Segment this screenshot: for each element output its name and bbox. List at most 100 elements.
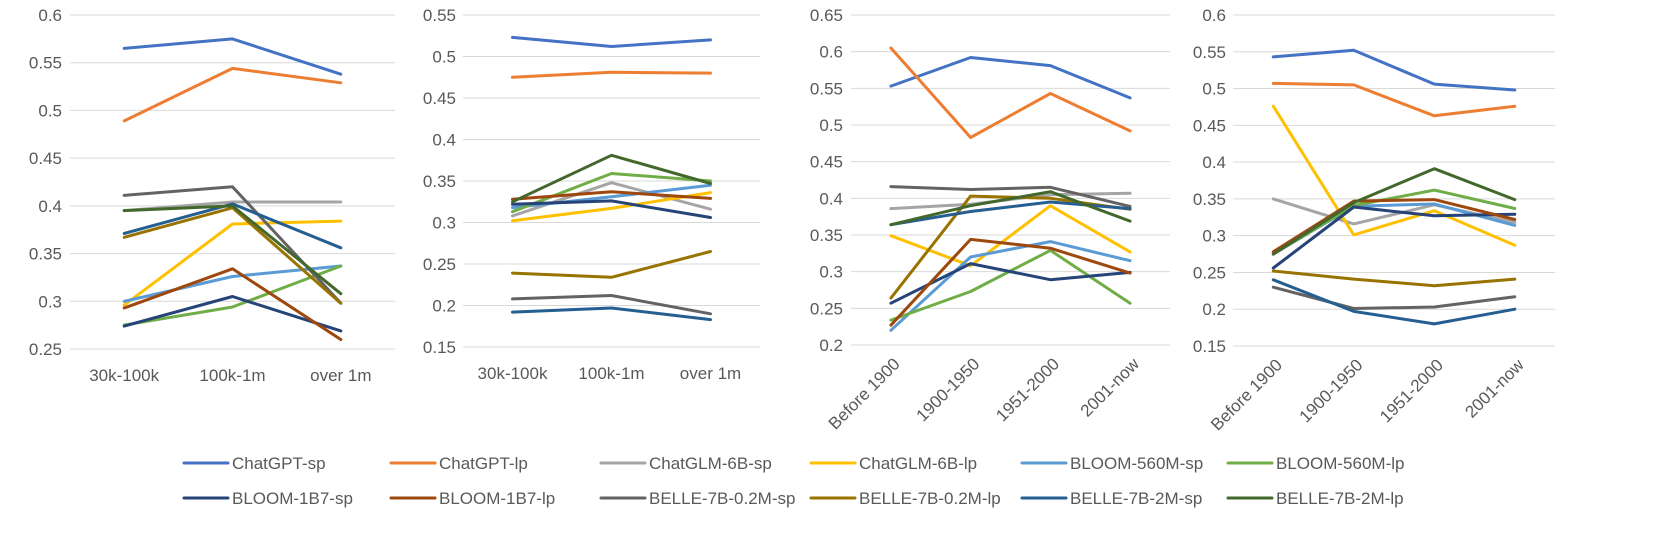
y-tick-label: 0.45 <box>29 149 62 168</box>
series-line-bloom-1b7-lp <box>1271 198 1517 254</box>
x-tick-label: 1900-1950 <box>913 354 984 425</box>
y-tick-label: 0.6 <box>38 6 62 25</box>
y-tick-label: 0.35 <box>423 172 456 191</box>
y-tick-label: 0.4 <box>819 189 843 208</box>
chart-panel-4: 0.15 0.2 0.25 0.3 0.35 0.4 0.45 0.5 0.55 0.6 Befor… <box>1193 6 1555 434</box>
series-line-belle-7b-2m-lp <box>889 190 1132 227</box>
legend-label: ChatGLM-6B-sp <box>649 454 772 473</box>
x-tick-label: 30k-100k <box>89 366 159 385</box>
y-tick-label: 0.55 <box>29 54 62 73</box>
legend-label: BELLE-7B-0.2M-lp <box>859 489 1001 508</box>
series-line-belle-7b-0.2m-sp <box>889 185 1132 208</box>
series-line-bloom-560m-lp <box>511 172 712 214</box>
y-tick-label: 0.35 <box>29 245 62 264</box>
series-line-chatgpt-sp <box>511 35 712 48</box>
y-tick-label: 0.2 <box>1202 300 1226 319</box>
y-tick-label: 0.55 <box>423 6 456 25</box>
series-line-belle-7b-0.2m-sp <box>511 294 712 316</box>
series-line-bloom-1b7-lp <box>511 190 712 201</box>
y-tick-label: 0.65 <box>810 6 843 25</box>
y-tick-label: 0.25 <box>810 299 843 318</box>
legend-label: BELLE-7B-2M-sp <box>1070 489 1202 508</box>
x-tick-label: 1951-2000 <box>1376 355 1447 426</box>
chart-panel-2: 0.15 0.2 0.25 0.3 0.35 0.4 0.45 0.5 0.55 30k-100k… <box>423 6 760 383</box>
y-tick-label: 0.45 <box>1193 116 1226 135</box>
x-tick-label: over 1m <box>310 366 371 385</box>
series-line-belle-7b-2m-lp <box>122 204 343 296</box>
y-tick-label: 0.25 <box>1193 263 1226 282</box>
series-line-chatgpt-lp <box>511 70 712 79</box>
series-line-belle-7b-2m-lp <box>1271 167 1517 256</box>
x-tick-label: 1951-2000 <box>992 354 1063 425</box>
y-tick-label: 0.3 <box>1202 227 1226 246</box>
legend-label: ChatGLM-6B-lp <box>859 454 977 473</box>
series-line-bloom-1b7-lp <box>122 267 343 341</box>
series-line-chatgpt-sp <box>889 56 1132 100</box>
y-tick-label: 0.25 <box>29 340 62 359</box>
series-line-bloom-560m-sp <box>889 240 1132 332</box>
y-tick-label: 0.6 <box>819 43 843 62</box>
y-tick-label: 0.55 <box>810 79 843 98</box>
legend-label: ChatGPT-sp <box>232 454 326 473</box>
series-line-belle-7b-0.2m-lp <box>511 250 712 279</box>
y-tick-label: 0.2 <box>819 336 843 355</box>
series-line-bloom-1b7-lp <box>889 237 1132 327</box>
series-line-chatgpt-sp <box>122 37 343 76</box>
y-tick-label: 0.45 <box>423 89 456 108</box>
x-tick-label: Before 1900 <box>825 354 904 433</box>
series-line-belle-7b-0.2m-lp <box>889 194 1132 300</box>
series-line-belle-7b-0.2m-sp <box>1271 285 1517 310</box>
series-line-bloom-1b7-sp <box>1271 205 1517 270</box>
chart-panel-3: 0.2 0.25 0.3 0.35 0.4 0.45 0.5 0.55 0.6 0.65 Befor… <box>810 6 1170 433</box>
y-tick-label: 0.4 <box>38 197 62 216</box>
y-tick-label: 0.6 <box>1202 6 1226 25</box>
series-line-chatglm-6b-lp <box>1271 104 1517 247</box>
y-tick-label: 0.15 <box>423 338 456 357</box>
legend-label: ChatGPT-lp <box>439 454 528 473</box>
series-line-chatgpt-lp <box>889 46 1132 139</box>
y-tick-label: 0.4 <box>432 131 456 150</box>
series-line-belle-7b-2m-sp <box>122 202 343 250</box>
y-tick-label: 0.5 <box>819 116 843 135</box>
y-tick-label: 0.3 <box>38 292 62 311</box>
x-tick-label: over 1m <box>680 364 741 383</box>
y-tick-label: 0.4 <box>1202 153 1226 172</box>
y-tick-label: 0.5 <box>432 48 456 67</box>
y-tick-label: 0.5 <box>1202 80 1226 99</box>
y-tick-label: 0.25 <box>423 255 456 274</box>
x-tick-label: Before 1900 <box>1207 355 1286 434</box>
series-line-belle-7b-2m-sp <box>1271 278 1517 326</box>
y-tick-label: 0.35 <box>810 226 843 245</box>
y-tick-label: 0.35 <box>1193 190 1226 209</box>
series-line-bloom-560m-lp <box>122 264 343 327</box>
legend-label: BELLE-7B-0.2M-sp <box>649 489 795 508</box>
legend-label: BLOOM-560M-lp <box>1276 454 1404 473</box>
chart-panel-1: 0.25 0.3 0.35 0.4 0.45 0.5 0.55 0.6 30k-100k 100k… <box>29 6 395 385</box>
legend: ChatGPT-sp ChatGPT-lp ChatGLM-6B-sp ChatGLM… <box>182 454 1404 508</box>
y-tick-label: 0.55 <box>1193 43 1226 62</box>
y-tick-label: 0.2 <box>432 297 456 316</box>
series-line-bloom-1b7-sp <box>122 295 343 333</box>
legend-label: BELLE-7B-2M-lp <box>1276 489 1404 508</box>
series-line-chatglm-6b-lp <box>122 219 343 307</box>
legend-label: BLOOM-560M-sp <box>1070 454 1203 473</box>
x-tick-label: 1900-1950 <box>1296 355 1367 426</box>
series-line-chatgpt-lp <box>122 66 343 123</box>
series-line-belle-7b-2m-sp <box>511 306 712 322</box>
x-tick-label: 100k-1m <box>199 366 265 385</box>
x-tick-label: 100k-1m <box>578 364 644 383</box>
series-line-belle-7b-2m-lp <box>511 153 712 204</box>
series-line-chatgpt-sp <box>1271 48 1517 92</box>
y-tick-label: 0.3 <box>432 214 456 233</box>
series-line-chatgpt-lp <box>1271 81 1517 118</box>
y-tick-label: 0.3 <box>819 263 843 282</box>
x-tick-label: 30k-100k <box>478 364 548 383</box>
series-line-bloom-1b7-sp <box>511 199 712 219</box>
series-line-belle-7b-0.2m-lp <box>1271 269 1517 288</box>
x-tick-label: 2001-now <box>1077 354 1144 421</box>
x-tick-label: 2001-now <box>1461 355 1528 422</box>
y-tick-label: 0.45 <box>810 153 843 172</box>
y-tick-label: 0.15 <box>1193 337 1226 356</box>
